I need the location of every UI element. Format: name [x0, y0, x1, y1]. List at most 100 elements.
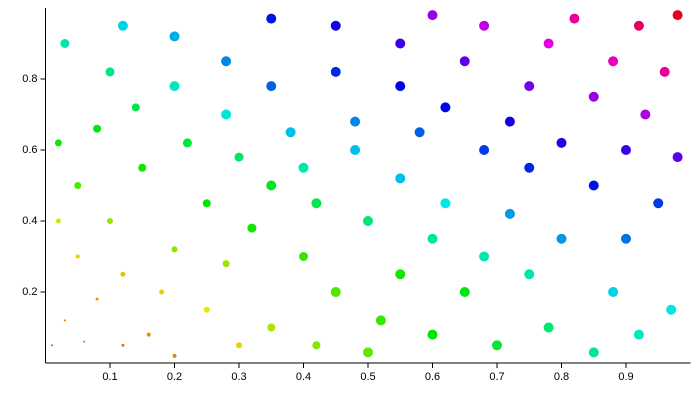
point [234, 152, 244, 162]
point [95, 297, 99, 301]
y-tick-label: 0.2 [22, 286, 37, 298]
point [395, 81, 406, 92]
x-tick-label: 0.9 [618, 371, 633, 383]
point [105, 67, 115, 77]
point [543, 38, 554, 49]
point [395, 269, 406, 280]
x-tick-label: 0.6 [425, 371, 440, 383]
point [171, 246, 178, 253]
point [556, 137, 567, 148]
point [479, 145, 490, 155]
point [440, 198, 451, 209]
point [608, 56, 619, 67]
point [311, 198, 322, 209]
point [203, 306, 210, 313]
point [395, 38, 406, 49]
point [414, 127, 425, 138]
point [672, 10, 683, 21]
point [55, 218, 61, 224]
point [569, 13, 580, 24]
x-tick-label: 0.3 [231, 371, 246, 383]
point [363, 216, 373, 226]
point [504, 208, 515, 219]
point [608, 287, 619, 297]
point [479, 20, 490, 31]
point [588, 91, 599, 102]
point [633, 20, 644, 31]
point [672, 152, 683, 163]
point [504, 116, 515, 127]
point [330, 287, 341, 297]
point [50, 344, 53, 347]
point [172, 353, 177, 358]
point [633, 329, 644, 340]
point [459, 56, 470, 67]
point [479, 251, 490, 262]
point [350, 116, 361, 127]
point [543, 322, 554, 333]
point [427, 233, 438, 244]
point [121, 343, 125, 347]
x-tick-label: 0.2 [167, 371, 182, 383]
point [666, 304, 677, 315]
point [117, 20, 128, 31]
point [659, 66, 670, 77]
point [182, 138, 192, 148]
point [266, 13, 277, 24]
x-tick-label: 0.7 [489, 371, 504, 383]
point [266, 81, 277, 92]
point [440, 102, 451, 113]
point [138, 163, 147, 172]
point [588, 347, 599, 358]
point [222, 260, 230, 268]
point [330, 20, 341, 31]
x-tick-label: 0.8 [554, 371, 569, 383]
point [285, 127, 296, 138]
point [621, 145, 631, 155]
point [60, 39, 70, 48]
point [83, 340, 86, 343]
y-tick-label: 0.8 [22, 73, 37, 85]
point [492, 340, 502, 351]
point [556, 233, 567, 244]
point [524, 162, 535, 173]
point [621, 233, 631, 244]
point [221, 56, 232, 67]
point [395, 173, 406, 184]
y-tick-label: 0.6 [22, 144, 37, 156]
point [221, 109, 232, 120]
x-tick-label: 0.4 [296, 371, 311, 383]
point [169, 31, 180, 42]
point [54, 139, 62, 147]
point [120, 271, 126, 277]
point [330, 66, 341, 77]
x-tick-label: 0.5 [360, 371, 375, 383]
point [236, 342, 242, 349]
point [350, 145, 361, 155]
point [93, 124, 102, 133]
point [653, 198, 664, 209]
point [588, 180, 599, 191]
point [427, 10, 438, 21]
point [74, 182, 82, 189]
point [247, 223, 257, 233]
point [107, 218, 113, 224]
point [524, 269, 535, 280]
point [312, 341, 321, 350]
point [640, 109, 651, 120]
point [299, 252, 308, 261]
x-tick-label: 0.1 [102, 371, 117, 383]
point [75, 254, 80, 259]
point [427, 329, 438, 340]
y-tick-label: 0.4 [22, 215, 37, 227]
point [375, 315, 386, 326]
point [131, 103, 140, 112]
point [267, 323, 276, 332]
point [266, 180, 277, 191]
point [298, 162, 309, 173]
point [169, 81, 180, 92]
point [459, 287, 470, 297]
point [363, 347, 373, 358]
